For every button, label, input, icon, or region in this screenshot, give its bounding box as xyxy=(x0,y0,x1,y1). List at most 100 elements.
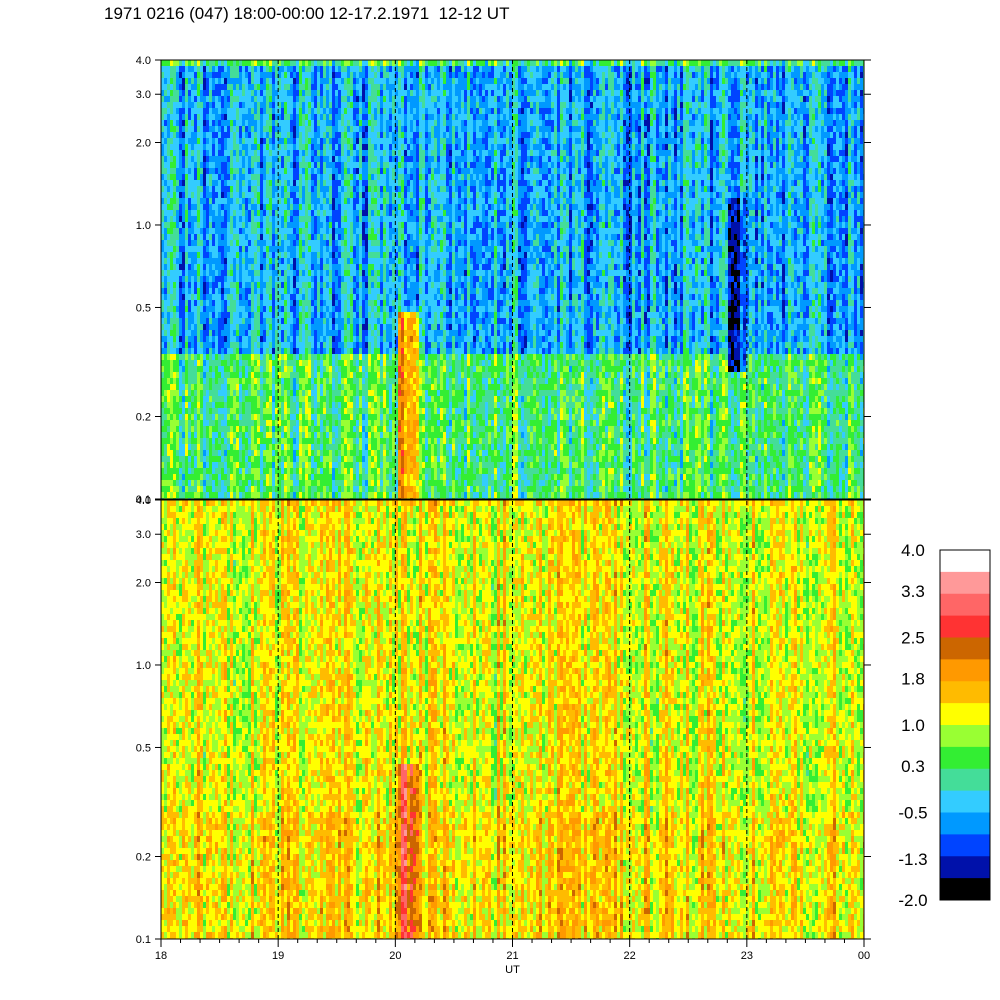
spectrogram-cell xyxy=(164,378,167,384)
spectrogram-cell xyxy=(200,198,203,204)
spectrogram-cell xyxy=(347,114,350,120)
spectrogram-cell xyxy=(287,462,290,468)
spectrogram-cell xyxy=(275,468,278,474)
spectrogram-cell xyxy=(311,114,314,120)
spectrogram-cell xyxy=(335,288,338,294)
spectrogram-cell xyxy=(263,378,266,384)
spectrogram-cell xyxy=(245,282,248,288)
spectrogram-cell xyxy=(188,324,191,330)
spectrogram-cell xyxy=(350,306,353,312)
spectrogram-cell xyxy=(290,408,293,414)
spectrogram-cell xyxy=(335,372,338,378)
spectrogram-cell xyxy=(257,492,260,498)
spectrogram-cell xyxy=(311,492,314,498)
spectrogram-cell xyxy=(362,114,365,120)
spectrogram-cell xyxy=(191,138,194,144)
spectrogram-cell xyxy=(263,342,266,348)
spectrogram-cell xyxy=(272,294,275,300)
spectrogram-cell xyxy=(167,138,170,144)
spectrogram-cell xyxy=(311,450,314,456)
spectrogram-cell xyxy=(293,150,296,156)
spectrogram-cell xyxy=(311,66,314,72)
spectrogram-cell xyxy=(335,348,338,354)
spectrogram-cell xyxy=(290,450,293,456)
spectrogram-cell xyxy=(323,234,326,240)
spectrogram-cell xyxy=(329,282,332,288)
spectrogram-cell xyxy=(191,342,194,348)
spectrogram-cell xyxy=(281,336,284,342)
spectrogram-cell xyxy=(209,138,212,144)
spectrogram-cell xyxy=(218,234,221,240)
spectrogram-cell xyxy=(170,234,173,240)
spectrogram-cell xyxy=(350,264,353,270)
spectrogram-cell xyxy=(329,270,332,276)
spectrogram-cell xyxy=(182,132,185,138)
spectrogram-cell xyxy=(206,96,209,102)
spectrogram-cell xyxy=(326,426,329,432)
spectrogram-cell xyxy=(317,384,320,390)
spectrogram-cell xyxy=(266,270,269,276)
spectrogram-cell xyxy=(332,288,335,294)
spectrogram-cell xyxy=(296,132,299,138)
spectrogram-cell xyxy=(254,390,257,396)
spectrogram-cell xyxy=(338,384,341,390)
spectrogram-cell xyxy=(179,288,182,294)
spectrogram-cell xyxy=(212,78,215,84)
spectrogram-cell xyxy=(281,276,284,282)
spectrogram-cell xyxy=(185,156,188,162)
spectrogram-cell xyxy=(362,222,365,228)
spectrogram-cell xyxy=(266,132,269,138)
spectrogram-cell xyxy=(176,90,179,96)
spectrogram-cell xyxy=(320,240,323,246)
spectrogram-cell xyxy=(212,84,215,90)
spectrogram-cell xyxy=(290,126,293,132)
spectrogram-cell xyxy=(302,372,305,378)
spectrogram-cell xyxy=(215,108,218,114)
spectrogram-cell xyxy=(182,60,185,66)
spectrogram-cell xyxy=(224,402,227,408)
spectrogram-cell xyxy=(281,264,284,270)
spectrogram-cell xyxy=(197,234,200,240)
spectrogram-cell xyxy=(209,192,212,198)
spectrogram-cell xyxy=(266,66,269,72)
spectrogram-cell xyxy=(167,186,170,192)
spectrogram-cell xyxy=(218,426,221,432)
spectrogram-cell xyxy=(263,150,266,156)
spectrogram-cell xyxy=(242,426,245,432)
spectrogram-cell xyxy=(209,324,212,330)
spectrogram-cell xyxy=(320,282,323,288)
spectrogram-cell xyxy=(230,480,233,486)
spectrogram-cell xyxy=(200,84,203,90)
spectrogram-cell xyxy=(185,138,188,144)
spectrogram-cell xyxy=(287,474,290,480)
spectrogram-cell xyxy=(287,444,290,450)
spectrogram-cell xyxy=(197,120,200,126)
spectrogram-cell xyxy=(317,132,320,138)
spectrogram-cell xyxy=(203,474,206,480)
spectrogram-cell xyxy=(221,492,224,498)
spectrogram-cell xyxy=(275,66,278,72)
spectrogram-cell xyxy=(362,66,365,72)
spectrogram-cell xyxy=(242,144,245,150)
spectrogram-cell xyxy=(227,342,230,348)
spectrogram-cell xyxy=(197,462,200,468)
spectrogram-cell xyxy=(269,180,272,186)
spectrogram-cell xyxy=(260,198,263,204)
spectrogram-cell xyxy=(188,276,191,282)
spectrogram-cell xyxy=(299,276,302,282)
spectrogram-cell xyxy=(299,186,302,192)
spectrogram-cell xyxy=(182,408,185,414)
spectrogram-cell xyxy=(290,414,293,420)
spectrogram-cell xyxy=(188,132,191,138)
spectrogram-cell xyxy=(320,468,323,474)
spectrogram-cell xyxy=(275,348,278,354)
spectrogram-cell xyxy=(281,78,284,84)
spectrogram-cell xyxy=(359,174,362,180)
spectrogram-cell xyxy=(272,282,275,288)
spectrogram-cell xyxy=(263,240,266,246)
spectrogram-cell xyxy=(167,378,170,384)
spectrogram-cell xyxy=(275,216,278,222)
spectrogram-cell xyxy=(209,144,212,150)
spectrogram-cell xyxy=(215,264,218,270)
spectrogram-cell xyxy=(176,396,179,402)
